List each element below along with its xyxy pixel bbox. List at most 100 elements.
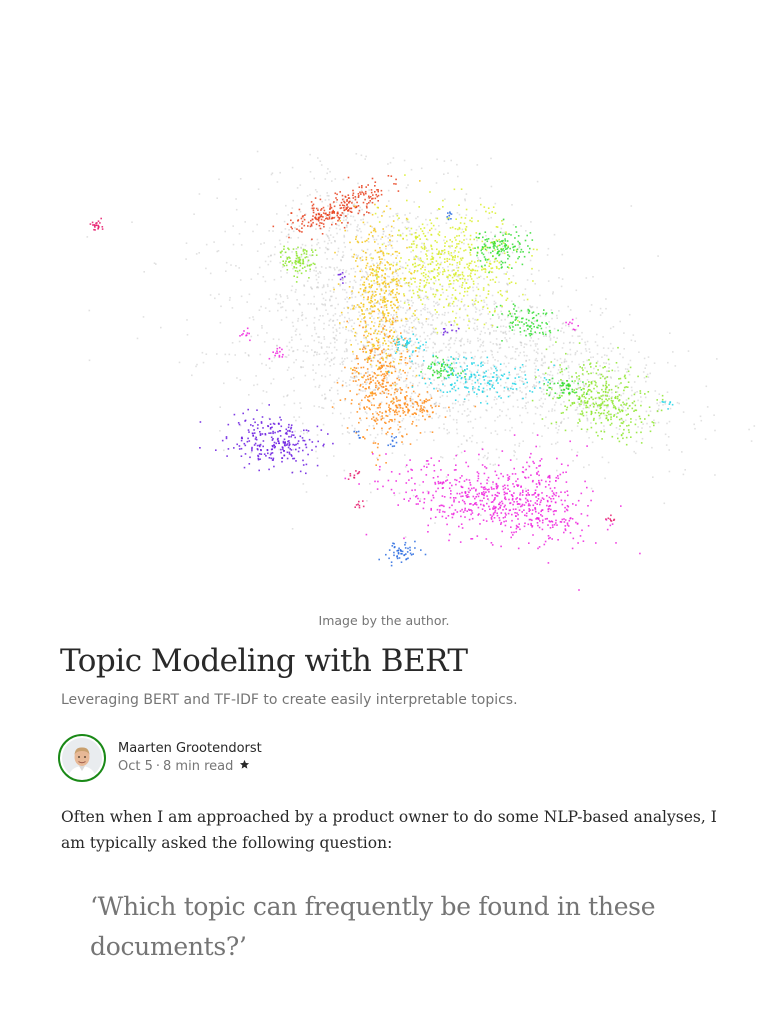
scatter-dot: [391, 296, 394, 299]
scatter-dot: [561, 323, 564, 325]
scatter-dot: [366, 358, 369, 360]
scatter-dot: [350, 367, 352, 370]
scatter-dot: [587, 373, 590, 375]
scatter-dot: [525, 343, 528, 346]
scatter-dot: [574, 409, 577, 411]
scatter-dot: [376, 278, 378, 280]
scatter-dot: [374, 291, 377, 293]
scatter-dot: [399, 431, 401, 433]
scatter-dot: [603, 431, 606, 433]
scatter-dot: [361, 318, 363, 320]
scatter-dot: [423, 400, 426, 403]
scatter-dot: [418, 289, 421, 291]
scatter-dot: [368, 201, 370, 204]
scatter-dot: [387, 175, 390, 177]
scatter-dot: [625, 414, 628, 416]
scatter-dot: [304, 345, 307, 347]
scatter-dot: [440, 369, 443, 372]
scatter-dot: [385, 284, 387, 287]
scatter-dot: [542, 312, 545, 315]
scatter-dot: [484, 264, 486, 267]
scatter-dot: [553, 364, 555, 367]
scatter-dot: [457, 445, 460, 448]
scatter-dot: [387, 381, 389, 384]
scatter-dot: [427, 346, 429, 349]
scatter-dot: [309, 225, 312, 228]
scatter-dot: [284, 262, 287, 264]
scatter-dot: [586, 418, 589, 421]
scatter-dot: [404, 344, 407, 346]
scatter-dot: [572, 391, 575, 393]
scatter-dot: [556, 337, 558, 339]
scatter-dot: [307, 225, 309, 227]
scatter-dot: [534, 406, 537, 408]
scatter-dot: [311, 254, 314, 256]
scatter-dot: [326, 283, 329, 286]
scatter-dot: [429, 191, 431, 193]
scatter-dot: [320, 347, 323, 349]
scatter-dot: [428, 413, 431, 416]
scatter-dot: [456, 305, 458, 307]
scatter-dot: [506, 377, 508, 380]
scatter-dot: [398, 421, 401, 423]
scatter-dot: [228, 353, 231, 356]
scatter-dot: [453, 367, 456, 369]
scatter-dot: [496, 398, 498, 400]
scatter-dot: [333, 337, 336, 339]
scatter-dot: [374, 230, 377, 233]
scatter-dot: [413, 266, 416, 268]
scatter-dot: [571, 329, 574, 331]
scatter-dot: [588, 381, 590, 383]
scatter-dot: [287, 233, 290, 236]
scatter-dot: [391, 420, 393, 422]
scatter-dot: [374, 185, 376, 187]
scatter-dot: [534, 343, 537, 345]
scatter-dot: [523, 323, 525, 325]
scatter-dot: [634, 409, 637, 411]
scatter-dot: [551, 374, 554, 377]
scatter-dot: [322, 423, 325, 426]
scatter-dot: [482, 387, 485, 390]
scatter-dot: [395, 396, 397, 398]
scatter-dot: [561, 253, 564, 256]
scatter-dot: [383, 377, 386, 379]
scatter-dot: [339, 323, 341, 326]
scatter-dot: [437, 262, 439, 265]
scatter-dot: [438, 371, 441, 374]
scatter-dot: [456, 262, 459, 264]
scatter-dot: [581, 367, 583, 369]
scatter-dot: [422, 362, 424, 365]
scatter-dot: [396, 316, 399, 319]
scatter-dot: [528, 333, 531, 335]
scatter-dot: [319, 271, 321, 273]
scatter-dot: [386, 433, 388, 436]
scatter-dot: [467, 278, 469, 281]
scatter-dot: [384, 421, 386, 424]
scatter-dot: [448, 377, 451, 379]
scatter-dot: [503, 250, 505, 252]
scatter-dot: [503, 242, 505, 244]
scatter-dot: [454, 250, 456, 252]
scatter-dot: [365, 329, 367, 331]
scatter-dot: [430, 270, 433, 272]
scatter-dot: [630, 386, 633, 389]
scatter-dot: [579, 386, 582, 389]
scatter-dot: [418, 348, 421, 351]
scatter-dot: [279, 243, 282, 245]
scatter-dot: [438, 427, 441, 429]
scatter-dot: [366, 271, 368, 274]
scatter-dot: [361, 376, 363, 378]
scatter-dot: [299, 210, 302, 213]
scatter-dot: [660, 409, 663, 412]
scatter-dot: [370, 189, 373, 191]
scatter-dot: [502, 252, 504, 254]
scatter-dot: [254, 435, 257, 438]
scatter-dot: [326, 248, 328, 250]
scatter-dot: [595, 372, 598, 375]
scatter-dot: [464, 381, 467, 384]
scatter-dot: [379, 247, 381, 249]
scatter-dot: [549, 381, 552, 384]
scatter-dot: [611, 369, 614, 372]
scatter-dot: [366, 335, 369, 337]
scatter-dot: [367, 399, 370, 402]
